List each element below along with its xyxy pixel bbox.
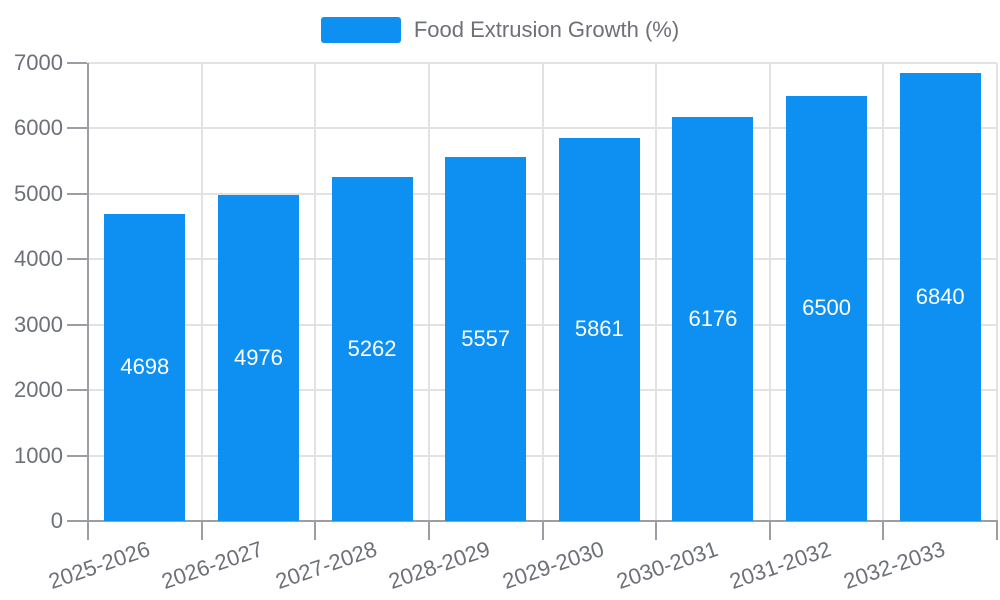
- bar[interactable]: [672, 116, 754, 521]
- x-axis-tick: [655, 521, 658, 540]
- x-axis-tick: [996, 521, 998, 540]
- y-axis-label: 3000: [14, 311, 63, 337]
- bar[interactable]: [445, 157, 527, 521]
- x-gridline: [541, 63, 544, 521]
- x-gridline: [200, 63, 203, 521]
- x-axis-label: 2030-2031: [613, 536, 721, 594]
- bar[interactable]: [786, 95, 868, 521]
- x-gridline: [655, 63, 658, 521]
- y-axis-label: 4000: [14, 246, 63, 272]
- y-axis-label: 2000: [14, 377, 63, 403]
- x-gridline: [882, 63, 885, 521]
- y-axis-tick: [67, 127, 87, 130]
- x-axis-line: [87, 520, 998, 522]
- x-axis-tick: [87, 521, 89, 540]
- bar[interactable]: [104, 213, 186, 521]
- y-axis-label: 6000: [14, 115, 63, 141]
- y-axis-label: 7000: [14, 50, 63, 75]
- x-axis-tick: [200, 521, 203, 540]
- y-axis-tick: [67, 323, 87, 326]
- y-axis-tick: [67, 62, 87, 64]
- x-gridline: [427, 63, 430, 521]
- x-axis-label: 2027-2028: [272, 536, 380, 594]
- y-axis-line: [87, 63, 89, 521]
- x-gridline: [768, 63, 771, 521]
- legend-label: Food Extrusion Growth (%): [413, 17, 680, 42]
- x-axis-label: 2026-2027: [158, 536, 267, 594]
- x-gridline: [996, 63, 998, 521]
- x-axis-label: 2025-2026: [45, 536, 153, 594]
- legend-item[interactable]: Food Extrusion Growth (%): [0, 17, 1000, 43]
- y-axis-label: 5000: [14, 180, 63, 206]
- y-axis-label: 0: [50, 508, 63, 533]
- y-axis-tick: [67, 454, 87, 457]
- x-axis-tick: [541, 521, 544, 540]
- bar[interactable]: [331, 176, 413, 521]
- x-axis-label: 2029-2030: [499, 536, 608, 594]
- legend-swatch: [320, 17, 401, 43]
- x-gridline: [314, 63, 317, 521]
- x-axis-tick: [768, 521, 771, 540]
- bar[interactable]: [217, 195, 299, 521]
- x-axis-tick: [314, 521, 317, 540]
- x-axis-tick: [427, 521, 430, 540]
- bar[interactable]: [899, 73, 981, 521]
- y-axis-tick: [67, 258, 87, 261]
- x-axis-label: 2032-2033: [840, 536, 949, 594]
- x-axis-tick: [882, 521, 885, 540]
- y-axis-tick: [67, 192, 87, 195]
- y-axis-tick: [67, 520, 87, 522]
- y-axis-label: 1000: [14, 442, 63, 468]
- bar[interactable]: [558, 137, 640, 521]
- x-axis-label: 2028-2029: [385, 536, 494, 594]
- x-axis-label: 2031-2032: [726, 536, 835, 594]
- plot-area: 0 1000 2000 3000 4000 5000 6000 7000 4698 2025-20…: [14, 51, 998, 594]
- y-axis-tick: [67, 389, 87, 392]
